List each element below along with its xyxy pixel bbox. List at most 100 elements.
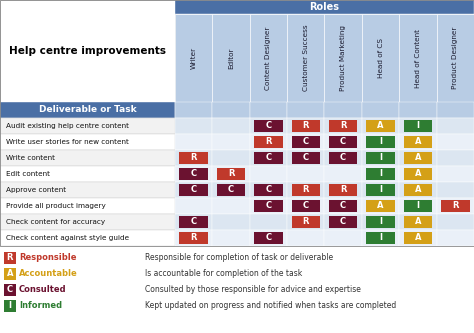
Bar	[254, 152, 283, 165]
Bar	[254, 120, 283, 133]
Text: I: I	[379, 233, 382, 242]
Bar	[329, 152, 357, 165]
Bar	[0, 230, 175, 246]
Text: I: I	[417, 201, 419, 210]
Bar	[0, 214, 175, 230]
Text: I: I	[417, 122, 419, 131]
Bar	[0, 0, 474, 246]
Bar	[0, 150, 175, 166]
Text: R: R	[191, 233, 197, 242]
Bar	[212, 198, 250, 214]
Bar	[399, 134, 437, 150]
Text: Provide all product imagery: Provide all product imagery	[6, 203, 106, 209]
Text: A: A	[415, 217, 421, 226]
Bar	[362, 134, 399, 150]
Text: C: C	[7, 285, 13, 294]
Bar	[250, 198, 287, 214]
Text: Deliverable or Task: Deliverable or Task	[39, 106, 137, 115]
Bar	[399, 214, 437, 230]
Text: Head of Content: Head of Content	[415, 29, 421, 88]
Bar	[292, 120, 320, 133]
Bar	[329, 120, 357, 133]
Bar	[292, 136, 320, 149]
Text: Product Marketing: Product Marketing	[340, 25, 346, 91]
Text: C: C	[340, 201, 346, 210]
Bar	[325, 118, 362, 134]
Bar	[404, 152, 432, 165]
Text: Write content: Write content	[6, 155, 55, 161]
Bar	[437, 230, 474, 246]
Bar	[404, 136, 432, 149]
Bar	[175, 182, 212, 198]
Bar	[287, 150, 325, 166]
Text: Customer Success: Customer Success	[303, 25, 309, 91]
Bar	[175, 230, 212, 246]
Text: C: C	[303, 201, 309, 210]
Text: R: R	[191, 154, 197, 163]
Bar	[0, 134, 175, 150]
Bar	[254, 136, 283, 149]
Bar	[180, 152, 208, 165]
Text: Consulted: Consulted	[19, 285, 67, 294]
Bar	[250, 118, 287, 134]
Bar	[399, 14, 437, 102]
Bar	[399, 182, 437, 198]
Text: Help centre improvements: Help centre improvements	[9, 46, 166, 56]
Text: R: R	[302, 185, 309, 194]
Bar	[212, 134, 250, 150]
Text: C: C	[265, 122, 272, 131]
Bar	[180, 183, 208, 196]
Bar	[399, 150, 437, 166]
Text: C: C	[265, 154, 272, 163]
Bar	[329, 215, 357, 228]
Text: Content Designer: Content Designer	[265, 26, 272, 90]
Bar	[287, 14, 325, 102]
Text: Consulted by those responsible for advice and expertise: Consulted by those responsible for advic…	[145, 285, 361, 294]
Text: Informed: Informed	[19, 301, 62, 310]
Bar	[292, 152, 320, 165]
Bar	[362, 182, 399, 198]
Bar	[366, 183, 395, 196]
Text: C: C	[265, 185, 272, 194]
Bar	[250, 214, 287, 230]
Text: C: C	[340, 138, 346, 147]
Bar	[175, 118, 212, 134]
Bar	[366, 167, 395, 180]
Text: Responsible for completion of task or deliverable: Responsible for completion of task or de…	[145, 253, 333, 262]
Bar	[212, 102, 250, 118]
Text: C: C	[191, 185, 197, 194]
Text: Product Designer: Product Designer	[452, 27, 458, 89]
Bar	[329, 183, 357, 196]
Text: A: A	[415, 169, 421, 178]
Bar	[437, 166, 474, 182]
Bar	[175, 0, 474, 14]
Bar	[437, 134, 474, 150]
Bar	[175, 102, 212, 118]
Bar	[362, 214, 399, 230]
Text: I: I	[379, 185, 382, 194]
Bar	[366, 231, 395, 244]
Text: I: I	[379, 217, 382, 226]
Bar	[366, 199, 395, 212]
Bar	[217, 183, 245, 196]
Bar	[437, 118, 474, 134]
Text: I: I	[379, 154, 382, 163]
Bar	[180, 215, 208, 228]
Bar	[4, 284, 16, 296]
Bar	[4, 300, 16, 312]
Text: A: A	[7, 269, 13, 278]
Bar	[175, 166, 212, 182]
Bar	[325, 150, 362, 166]
Bar	[287, 198, 325, 214]
Bar	[437, 150, 474, 166]
Bar	[212, 14, 250, 102]
Text: Is accountable for completion of the task: Is accountable for completion of the tas…	[145, 269, 302, 278]
Text: Approve content: Approve content	[6, 187, 66, 193]
Text: Audit existing help centre content: Audit existing help centre content	[6, 123, 129, 129]
Bar	[404, 167, 432, 180]
Text: Head of CS: Head of CS	[378, 38, 383, 78]
Bar	[362, 198, 399, 214]
Bar	[404, 231, 432, 244]
Bar	[254, 199, 283, 212]
Bar	[4, 252, 16, 264]
